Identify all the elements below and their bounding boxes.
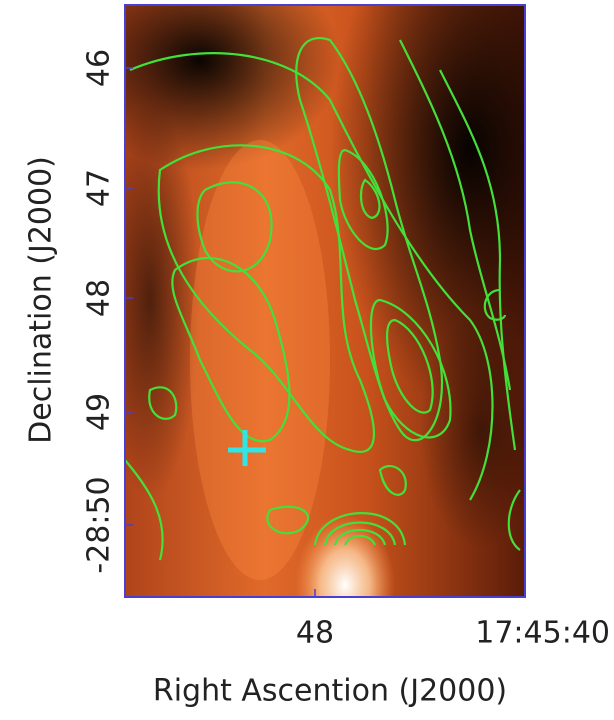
frame [124,4,526,598]
contours [125,37,521,561]
x-tick-label: 17:45:40 [475,616,610,651]
y-tick-label: 48 [82,279,117,317]
y-tick-label: 49 [82,393,117,431]
x-tick-label: 48 [296,616,334,651]
y-axis-label: Declination (J2000) [24,156,59,444]
source-marker [228,430,266,466]
y-tick-label: -28:50 [82,476,117,573]
x-axis-label: Right Ascention (J2000) [153,674,507,709]
y-tick-label: 47 [82,169,117,207]
y-tick-label: 46 [82,49,117,87]
image [125,5,525,597]
